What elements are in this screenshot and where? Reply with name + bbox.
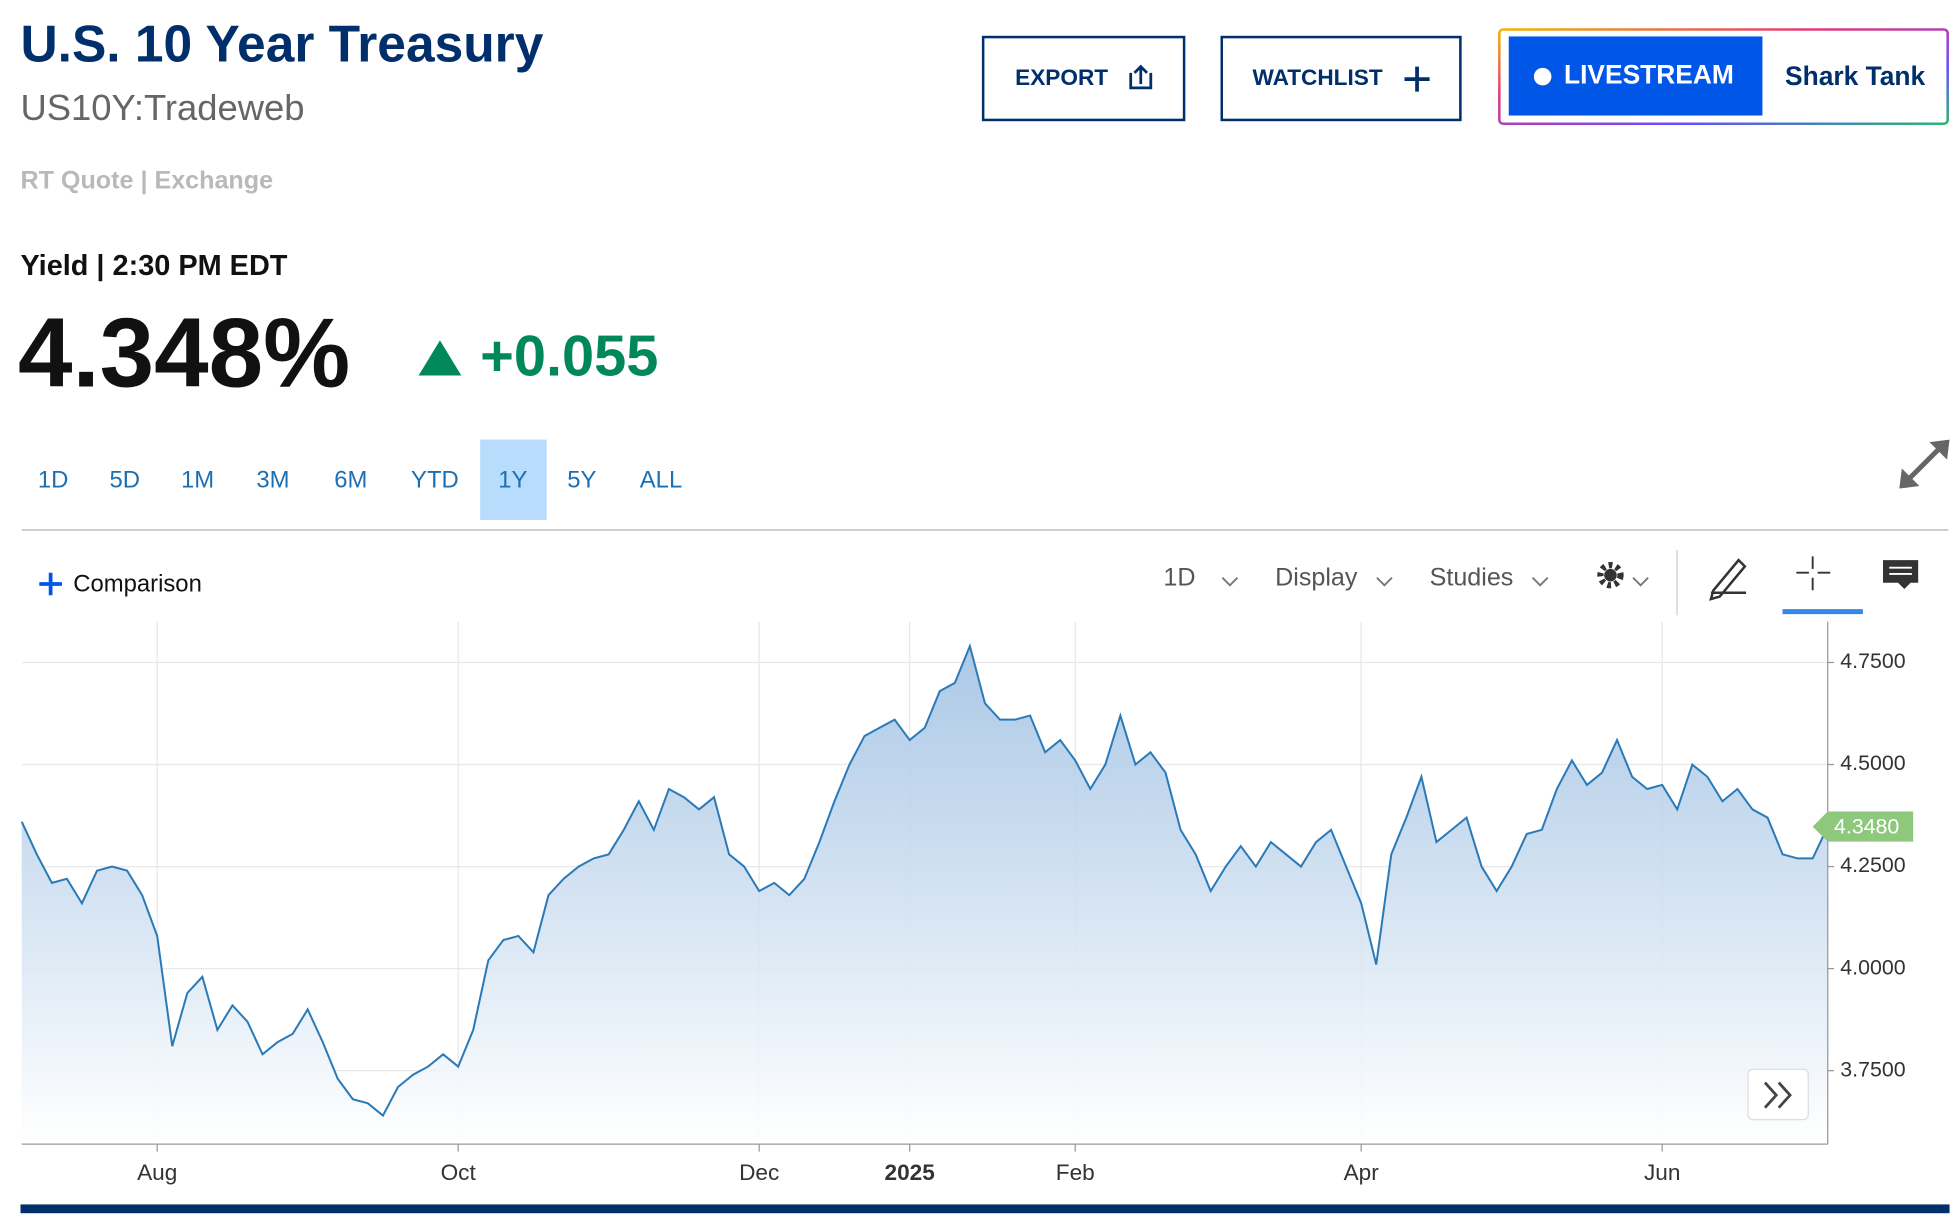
quote-label: Yield | 2:30 PM EDT: [20, 250, 287, 282]
toolbar: Comparison 1D Display Studies: [39, 550, 1919, 616]
y-tick-label: 4.2500: [1840, 853, 1905, 877]
studies[interactable]: Studies: [1430, 564, 1514, 592]
livestream-label[interactable]: LIVESTREAM: [1564, 60, 1734, 90]
chevron: [1632, 577, 1649, 587]
x-tick-label: Aug: [137, 1160, 177, 1185]
range-tab[interactable]: YTD: [411, 466, 459, 493]
expand-icon[interactable]: [1899, 439, 1950, 489]
chevron: [1531, 577, 1549, 587]
comparison[interactable]: Comparison: [73, 571, 202, 598]
settings-icon[interactable]: [1597, 562, 1624, 589]
x-tick-label: Feb: [1056, 1160, 1095, 1185]
chart: 3.7500 4.0000 4.2500 4.5000 4.7500 Aug Oct Dec 2…: [20, 621, 1914, 1185]
y-tick-label: 4.0000: [1840, 955, 1905, 979]
range-tabs: 1D 5D 1M 3M 6M YTD 1Y 5Y ALL: [38, 439, 682, 520]
symbol: US10Y:Tradeweb: [20, 87, 304, 128]
range-tab[interactable]: 5Y: [567, 466, 596, 493]
x-tick-label: 2025: [885, 1160, 935, 1185]
interval[interactable]: 1D: [1163, 564, 1195, 592]
scroll-button[interactable]: [1747, 1068, 1809, 1121]
display[interactable]: Display: [1275, 564, 1358, 592]
chevron: [1376, 577, 1393, 587]
range-tab[interactable]: ALL: [640, 466, 682, 493]
page-title: U.S. 10 Year Treasury: [20, 14, 543, 72]
livestream-show[interactable]: Shark Tank: [1785, 61, 1925, 91]
export-button[interactable]: EXPORT: [981, 35, 1186, 122]
y-tick-label: 4.7500: [1840, 649, 1905, 673]
last-price-label: 4.3480: [1834, 814, 1899, 838]
last-price-tag: [1812, 811, 1914, 842]
area: [21, 646, 1828, 1145]
price-change: +0.055: [480, 325, 658, 389]
y-tick-label: 4.5000: [1840, 751, 1905, 775]
plus-icon: [39, 572, 62, 596]
range-tab[interactable]: 1D: [38, 466, 69, 493]
watchlist-button[interactable]: WATCHLIST: [1220, 35, 1462, 122]
export-label[interactable]: EXPORT: [1015, 65, 1108, 90]
range-tab[interactable]: 6M: [334, 466, 367, 493]
tab-highlight: [480, 439, 547, 520]
quote-source: RT Quote | Exchange: [20, 167, 273, 195]
livestream-box[interactable]: LIVESTREAM Shark Tank: [1498, 28, 1949, 125]
settings-hub: [1604, 568, 1617, 582]
range-tab[interactable]: 1M: [181, 466, 214, 493]
range-tab[interactable]: 3M: [256, 466, 289, 493]
range-tab[interactable]: 1Y: [498, 466, 527, 493]
y-tick-label: 3.7500: [1840, 1057, 1905, 1081]
x-tick-label: Apr: [1344, 1160, 1380, 1185]
crosshair-icon[interactable]: [1796, 556, 1831, 591]
up-arrow: [418, 340, 462, 376]
active-indicator: [1782, 609, 1863, 615]
chevron: [1221, 577, 1239, 587]
x-tick-label: Dec: [739, 1160, 779, 1185]
price: 4.348%: [18, 297, 350, 407]
watchlist-label[interactable]: WATCHLIST: [1253, 65, 1383, 90]
x-tick-label: Oct: [441, 1160, 477, 1185]
footer-bar: [20, 1204, 1950, 1214]
range-tab[interactable]: 5D: [109, 466, 140, 493]
draw-icon[interactable]: [1709, 558, 1747, 601]
line: [20, 643, 1829, 1118]
x-tick-label: Jun: [1644, 1160, 1680, 1185]
